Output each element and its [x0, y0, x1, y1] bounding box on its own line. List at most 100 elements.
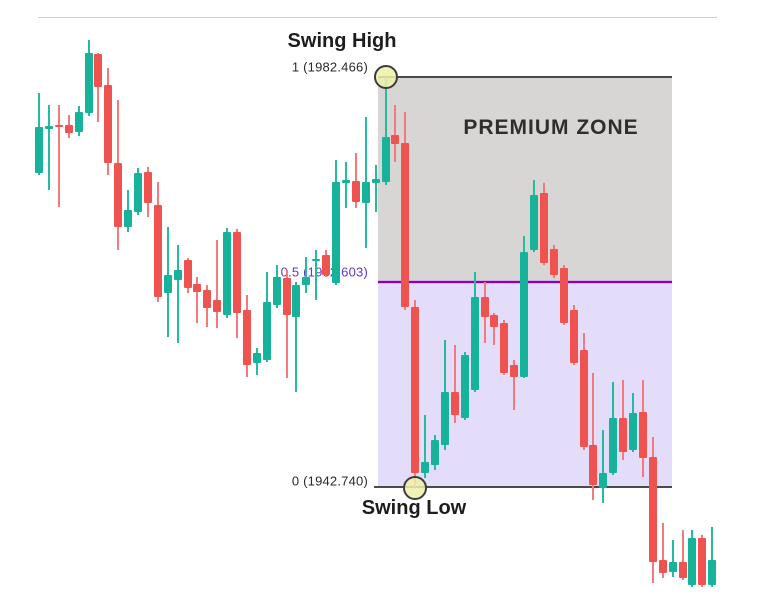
candle-body-64	[668, 562, 677, 572]
candle-wick-34	[374, 165, 377, 213]
candle-wick-36	[394, 105, 397, 162]
candle-wick-16	[196, 277, 199, 323]
candle-body-52	[549, 249, 558, 275]
candle-body-47	[500, 323, 509, 373]
candle-body-56	[589, 445, 598, 485]
candle-body-51	[539, 193, 548, 264]
swing-low-marker[interactable]	[403, 476, 427, 500]
candle-body-36	[391, 135, 400, 145]
candle-body-8	[114, 163, 123, 227]
candle-body-34	[371, 179, 380, 183]
candle-wick-14	[176, 245, 179, 343]
candle-body-24	[272, 277, 281, 305]
candle-wick-39	[424, 415, 427, 479]
candle-body-9	[124, 210, 133, 227]
candle-body-48	[510, 365, 519, 377]
candle-body-4	[74, 112, 83, 132]
candle-wick-35	[384, 77, 387, 186]
candle-body-16	[193, 284, 202, 293]
candle-body-50	[530, 195, 538, 250]
top-guide-line	[38, 17, 717, 18]
candle-wick-64	[671, 540, 674, 578]
candle-body-5	[84, 53, 93, 113]
candle-body-58	[609, 418, 618, 473]
fib-level-line-0[interactable]	[374, 486, 672, 488]
candle-body-7	[104, 85, 113, 163]
candle-wick-65	[681, 530, 684, 581]
candle-wick-56	[592, 373, 595, 500]
candle-body-18	[213, 300, 222, 312]
candle-wick-63	[661, 523, 664, 578]
candle-body-40	[431, 440, 439, 465]
candle-body-29	[322, 255, 331, 275]
candle-body-65	[678, 562, 687, 578]
candle-body-1	[44, 126, 53, 129]
candle-body-59	[619, 418, 628, 453]
candle-body-13	[163, 275, 172, 293]
candle-body-30	[332, 182, 340, 283]
candle-wick-68	[711, 527, 714, 588]
candle-body-19	[223, 232, 232, 315]
fib-level-label-0: 0 (1942.740)	[291, 473, 368, 489]
candle-body-22	[252, 352, 261, 363]
candle-body-0	[35, 127, 43, 173]
candle-body-45	[480, 297, 489, 317]
candle-wick-18	[216, 240, 219, 328]
candle-body-46	[490, 315, 499, 328]
candle-body-62	[648, 457, 657, 563]
candle-body-66	[688, 538, 697, 586]
candle-wick-26	[295, 282, 298, 392]
candle-wick-25	[285, 270, 288, 379]
candle-body-61	[638, 412, 647, 458]
candle-body-10	[134, 173, 142, 212]
candle-body-41	[440, 392, 449, 445]
candle-body-20	[233, 232, 241, 313]
fib-level-label-1: 1 (1982.466)	[291, 59, 368, 75]
candle-body-55	[579, 349, 588, 447]
candle-body-43	[460, 355, 469, 418]
candle-body-2	[54, 124, 63, 127]
candle-body-31	[341, 180, 350, 183]
candle-body-26	[292, 285, 301, 317]
candle-body-25	[282, 278, 291, 315]
candle-wick-28	[315, 250, 318, 300]
candle-wick-32	[354, 153, 357, 208]
candle-body-33	[361, 182, 370, 203]
candle-body-54	[569, 310, 578, 363]
candle-body-28	[312, 259, 321, 261]
candle-body-35	[381, 137, 390, 182]
candle-body-38	[411, 307, 420, 473]
candle-wick-42	[453, 345, 456, 423]
candle-wick-46	[493, 313, 496, 345]
candle-body-68	[708, 560, 717, 586]
candle-wick-57	[602, 430, 605, 503]
candle-body-3	[64, 124, 73, 133]
candle-wick-48	[513, 360, 516, 411]
fib-level-line-1[interactable]	[378, 76, 672, 78]
candle-body-23	[262, 301, 271, 360]
candle-body-67	[698, 538, 707, 586]
candle-body-60	[629, 413, 637, 450]
candle-body-12	[153, 205, 162, 297]
candle-body-44	[470, 297, 479, 390]
candle-body-49	[520, 252, 529, 377]
candle-body-57	[599, 473, 608, 489]
candle-body-27	[302, 277, 311, 285]
candle-wick-6	[97, 53, 100, 122]
candle-body-17	[203, 290, 212, 308]
candle-wick-2	[57, 105, 60, 207]
candle-body-63	[658, 560, 667, 574]
candle-body-15	[183, 260, 192, 288]
swing-low-label: Swing Low	[361, 497, 467, 519]
candle-body-21	[242, 310, 251, 365]
candle-wick-27	[305, 257, 308, 293]
candle-body-6	[94, 54, 103, 87]
candle-body-37	[401, 143, 410, 307]
swing-high-marker[interactable]	[374, 65, 398, 89]
candle-wick-1	[47, 105, 50, 190]
swing-high-label: Swing High	[287, 30, 397, 52]
candle-body-42	[450, 392, 459, 415]
candle-body-53	[559, 268, 568, 323]
